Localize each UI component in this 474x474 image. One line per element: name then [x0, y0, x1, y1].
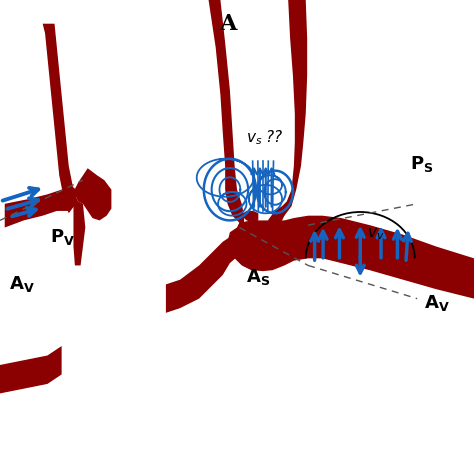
Text: $\mathbf{A}_\mathbf{V}$: $\mathbf{A}_\mathbf{V}$ — [9, 274, 35, 294]
Polygon shape — [242, 211, 258, 223]
Polygon shape — [0, 346, 62, 393]
Text: $\mathbf{P}_\mathbf{S}$: $\mathbf{P}_\mathbf{S}$ — [410, 154, 434, 173]
Polygon shape — [273, 210, 284, 223]
Text: $\mathbf{P}_\mathbf{V}$: $\mathbf{P}_\mathbf{V}$ — [50, 227, 75, 247]
Text: A: A — [219, 13, 236, 35]
Text: $v_v$: $v_v$ — [367, 227, 385, 243]
Polygon shape — [166, 0, 244, 313]
Polygon shape — [228, 216, 474, 299]
Polygon shape — [268, 0, 307, 223]
Text: $\mathbf{A}_\mathbf{V}$: $\mathbf{A}_\mathbf{V}$ — [424, 293, 450, 313]
Polygon shape — [43, 24, 76, 213]
Text: $v_s$ ??: $v_s$ ?? — [246, 128, 284, 147]
Polygon shape — [73, 168, 111, 220]
Polygon shape — [5, 190, 78, 228]
Polygon shape — [73, 201, 85, 265]
Polygon shape — [64, 187, 78, 209]
Text: $\mathbf{A}_\mathbf{S}$: $\mathbf{A}_\mathbf{S}$ — [246, 267, 271, 287]
